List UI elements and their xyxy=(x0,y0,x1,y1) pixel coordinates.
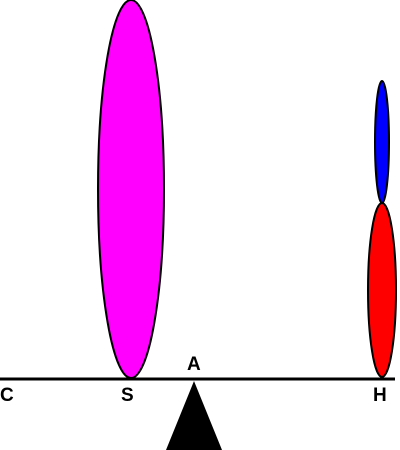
label-s: S xyxy=(121,385,134,406)
label-c: C xyxy=(0,385,14,406)
left-mass-ellipse xyxy=(97,0,165,379)
right-upper-mass-ellipse xyxy=(374,80,390,204)
fulcrum-triangle xyxy=(166,381,222,450)
label-a: A xyxy=(187,354,201,375)
label-h: H xyxy=(373,385,387,406)
right-lower-mass-ellipse xyxy=(367,202,397,378)
